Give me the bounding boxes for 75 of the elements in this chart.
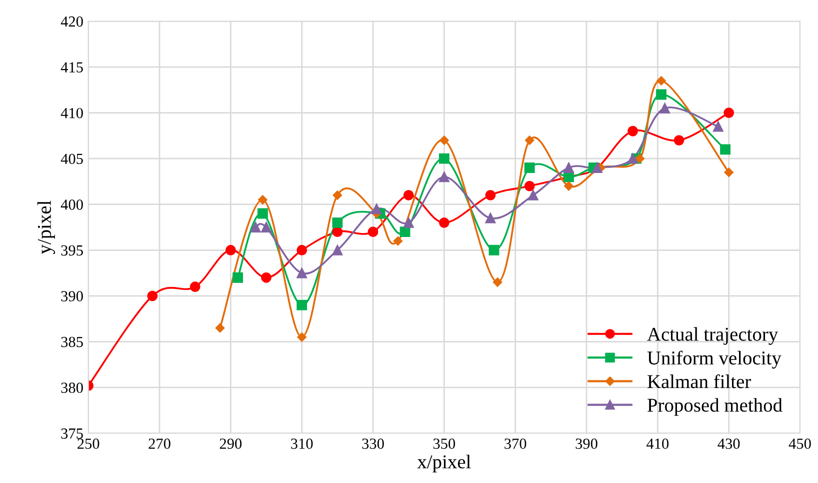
- point: [332, 226, 343, 238]
- point: [438, 153, 450, 164]
- x-axis-title: x/pixel: [417, 454, 471, 472]
- point: [628, 126, 638, 136]
- x-tick-label: 330: [362, 438, 384, 449]
- point: [215, 323, 225, 333]
- point: [403, 217, 414, 228]
- y-tick-label: 390: [61, 291, 83, 302]
- point: [635, 154, 645, 164]
- y-tick-label: 380: [61, 382, 83, 393]
- point: [674, 135, 684, 146]
- point: [724, 108, 734, 118]
- point: [720, 144, 730, 155]
- point: [371, 204, 382, 214]
- point: [492, 278, 502, 287]
- point: [524, 136, 534, 145]
- x-tick-label: 290: [220, 438, 242, 449]
- point: [257, 208, 268, 219]
- point: [440, 136, 449, 145]
- point: [712, 121, 724, 132]
- legend-label: Kalman filter: [648, 374, 751, 388]
- x-tick-label: 370: [504, 438, 526, 449]
- point: [368, 226, 378, 238]
- y-axis-title: y/pixel: [37, 200, 56, 254]
- point: [524, 162, 535, 173]
- x-tick-label: 450: [788, 438, 811, 449]
- y-tick-label: 415: [60, 62, 83, 72]
- y-tick-label: 400: [60, 200, 83, 210]
- point: [258, 195, 268, 204]
- legend-label: Actual trajectory: [647, 327, 778, 345]
- x-tick-label: 410: [646, 438, 669, 449]
- legend-label: Uniform velocity: [647, 350, 782, 369]
- point: [332, 217, 343, 228]
- legend-label: Proposed method: [648, 398, 782, 416]
- y-tick-label: 405: [60, 154, 83, 164]
- point: [332, 190, 342, 200]
- point: [660, 103, 670, 114]
- y-tick-label: 420: [60, 16, 83, 27]
- point: [528, 190, 538, 200]
- point: [564, 181, 574, 191]
- point: [297, 332, 306, 342]
- point: [524, 180, 535, 192]
- point: [296, 244, 308, 256]
- point: [332, 244, 343, 256]
- y-tick-label: 375: [61, 428, 83, 439]
- point: [656, 76, 666, 86]
- point: [656, 89, 666, 100]
- point: [488, 244, 500, 256]
- y-tick-label: 410: [60, 108, 83, 118]
- point: [296, 300, 308, 310]
- y-tick-label: 385: [61, 336, 83, 348]
- x-tick-label: 270: [148, 438, 170, 449]
- point: [190, 282, 200, 292]
- y-tick-label: 395: [61, 245, 83, 256]
- point: [485, 190, 496, 200]
- point: [261, 222, 272, 232]
- point: [232, 272, 243, 283]
- point: [261, 272, 272, 283]
- point: [250, 222, 261, 232]
- point: [225, 244, 236, 256]
- point: [403, 190, 414, 200]
- point: [438, 172, 450, 182]
- x-tick-label: 430: [718, 438, 740, 449]
- point: [628, 153, 638, 164]
- x-tick-label: 310: [291, 438, 313, 449]
- point: [393, 236, 403, 246]
- point: [438, 217, 450, 228]
- point: [147, 290, 158, 302]
- x-tick-label: 390: [576, 438, 598, 449]
- point: [564, 162, 574, 173]
- x-tick-label: 250: [78, 438, 100, 449]
- point: [296, 268, 308, 278]
- x-tick-label: 350: [433, 438, 456, 449]
- point: [724, 168, 734, 177]
- point: [485, 212, 496, 224]
